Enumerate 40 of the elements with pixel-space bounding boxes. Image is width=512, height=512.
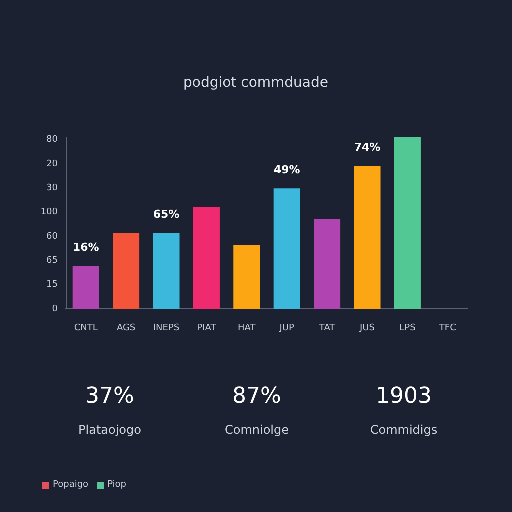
x-tick-label: TFC xyxy=(438,324,456,334)
text: 15 xyxy=(46,280,58,290)
bar xyxy=(274,188,300,309)
annotation: 16% xyxy=(72,240,100,254)
annotation: 65% xyxy=(153,208,180,222)
bar xyxy=(234,245,260,309)
annotation: 74% xyxy=(354,141,381,154)
text: Commidigs xyxy=(369,422,439,438)
text: 1903 xyxy=(375,384,433,410)
text: Comniolge xyxy=(224,422,290,438)
text: 37% xyxy=(84,384,136,410)
bar xyxy=(153,233,180,309)
bar xyxy=(394,137,421,309)
x-tick-label: INEPS xyxy=(153,324,180,334)
category-label: Piop xyxy=(108,479,127,491)
bar xyxy=(314,220,341,309)
x-tick-label: JUS xyxy=(359,324,376,334)
text: 20 xyxy=(46,159,58,170)
bar xyxy=(113,233,140,309)
chart-subtitle: podgiot commduade xyxy=(182,74,330,92)
bar xyxy=(72,266,100,309)
text: 87% xyxy=(232,384,282,410)
bar xyxy=(354,166,381,309)
text: 65 xyxy=(46,256,58,266)
x-tick-label: CNTL xyxy=(74,324,98,334)
bar xyxy=(193,208,220,309)
text: 30 xyxy=(46,184,58,194)
text: 0 xyxy=(52,304,58,314)
annotation: 49% xyxy=(274,163,300,176)
x-tick-label: PIAT xyxy=(197,324,217,334)
x-tick-label: TAT xyxy=(318,324,336,334)
x-tick-label: JUP xyxy=(278,324,296,334)
text: 100 xyxy=(40,208,58,218)
category-label: Popaigo xyxy=(53,479,89,491)
text: 80 xyxy=(46,135,58,146)
x-tick-label: LPS xyxy=(400,324,416,334)
x-tick-label: AGS xyxy=(116,324,136,334)
text: Plataojogo xyxy=(78,422,142,438)
text: 60 xyxy=(46,232,58,242)
x-tick-label: HAT xyxy=(238,324,256,334)
